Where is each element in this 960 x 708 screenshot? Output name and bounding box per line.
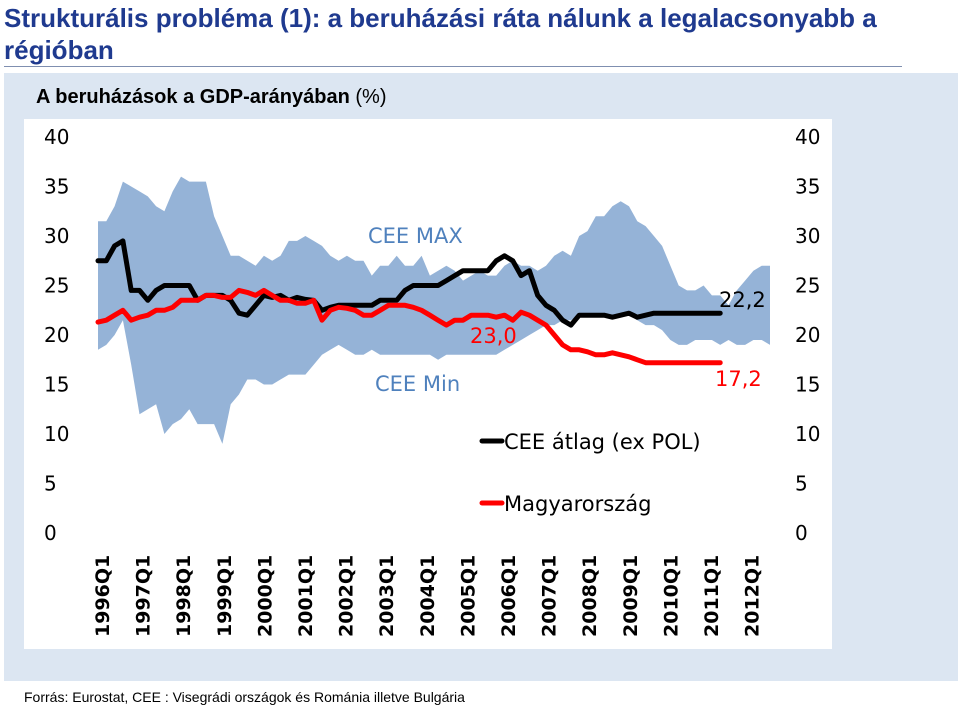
- chart-subtitle: A beruházások a GDP-arányában (%): [36, 86, 386, 109]
- legend-label-cee: CEE átlag (ex POL): [504, 430, 701, 454]
- y-tick-right: 20: [795, 323, 820, 347]
- x-tick-label: 2010Q1: [660, 555, 682, 637]
- x-tick-label: 1998Q1: [173, 555, 195, 637]
- cee-range-band: [98, 176, 770, 444]
- y-tick-left: 35: [44, 175, 69, 199]
- y-tick-left: 15: [44, 373, 69, 397]
- x-tick-label: 2009Q1: [620, 555, 642, 637]
- hungary-line: [95, 287, 723, 366]
- x-tick-label: 2002Q1: [336, 555, 358, 637]
- legend-label-hungary: Magyarország: [504, 492, 651, 516]
- y-tick-right: 25: [795, 274, 820, 298]
- band-min-label: CEE Min: [375, 372, 460, 396]
- investment-chart: 0 0 5 5 10 10 15 15 20 20 25 25 30 30 35 35 40 40 1996Q1 19…: [44, 125, 820, 637]
- x-tick-label: 2004Q1: [417, 555, 439, 637]
- y-tick-left: 20: [44, 323, 69, 347]
- x-tick-label: 1996Q1: [92, 555, 114, 637]
- cee-last-value: 22,2: [719, 288, 766, 312]
- y-tick-right: 0: [795, 521, 808, 545]
- y-tick-left: 40: [44, 125, 69, 149]
- y-tick-left: 5: [44, 472, 57, 496]
- y-tick-right: 35: [795, 175, 820, 199]
- x-tick-label: 2000Q1: [254, 555, 276, 637]
- chart-area: 0 0 5 5 10 10 15 15 20 20 25 25 30 30 35 35 40 40 1996Q1 19…: [24, 119, 832, 649]
- x-tick-label: 2001Q1: [295, 555, 317, 637]
- x-tick-label: 1999Q1: [214, 555, 236, 637]
- y-tick-right: 15: [795, 373, 820, 397]
- band-max-label: CEE MAX: [368, 224, 463, 248]
- x-tick-label: 2005Q1: [457, 555, 479, 637]
- title-divider: [4, 66, 902, 67]
- y-tick-left: 10: [44, 422, 69, 446]
- y-tick-left: 0: [44, 521, 57, 545]
- y-tick-left: 25: [44, 274, 69, 298]
- x-tick-label: 2006Q1: [498, 555, 520, 637]
- y-tick-right: 30: [795, 224, 820, 248]
- chart-subtitle-main: A beruházások a GDP-arányában: [36, 86, 350, 108]
- x-tick-label: 2011Q1: [701, 555, 723, 637]
- slide-title: Strukturális probléma (1): a beruházási …: [4, 3, 877, 65]
- chart-subtitle-unit: (%): [349, 86, 387, 108]
- hungary-last-value: 17,2: [715, 367, 762, 391]
- x-tick-label: 2008Q1: [579, 555, 601, 637]
- x-tick-label: 2003Q1: [376, 555, 398, 637]
- y-tick-left: 30: [44, 224, 69, 248]
- x-tick-label: 2007Q1: [539, 555, 561, 637]
- x-tick-label: 2012Q1: [742, 555, 764, 637]
- hungary-mid-value: 23,0: [470, 324, 517, 348]
- y-tick-right: 5: [795, 472, 808, 496]
- source-note: Forrás: Eurostat, CEE : Visegrádi ország…: [24, 689, 465, 705]
- y-tick-right: 10: [795, 422, 820, 446]
- y-tick-right: 40: [795, 125, 820, 149]
- x-tick-label: 1997Q1: [133, 555, 155, 637]
